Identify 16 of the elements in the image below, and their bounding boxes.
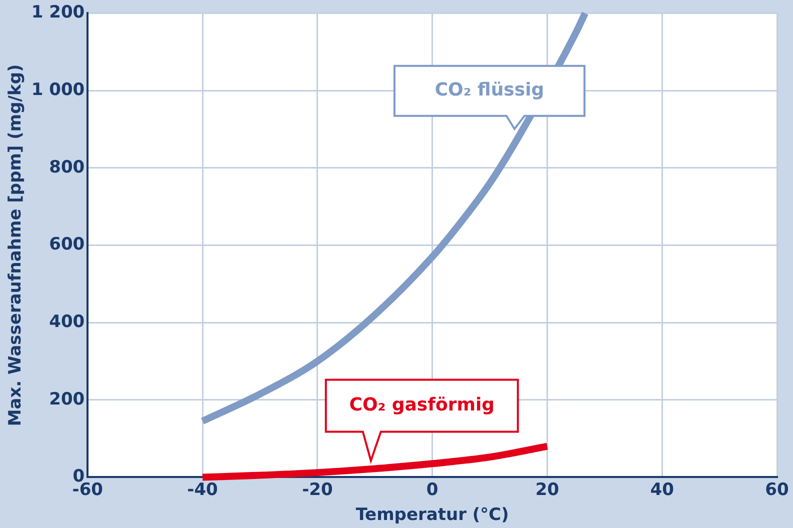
y-tick-label: 400 <box>49 312 85 332</box>
x-tick-label: 40 <box>650 480 674 500</box>
y-tick-label: 1 200 <box>31 2 85 23</box>
y-tick-label: 800 <box>49 157 85 178</box>
x-tick-label: 0 <box>426 480 438 500</box>
y-tick-label: 600 <box>49 234 85 255</box>
y-axis-title: Max. Wasseraufnahme [ppm] (mg/kg) <box>6 64 26 426</box>
x-tick-label: 20 <box>535 480 560 500</box>
x-tick-label: -20 <box>302 480 333 500</box>
y-tick-label: 200 <box>49 389 85 410</box>
text: CO₂ gasförmig <box>349 394 495 416</box>
x-tick-label: 60 <box>765 480 789 500</box>
x-axis-title: Temperatur (°C) <box>356 505 509 526</box>
series-label: CO₂ flüssig <box>434 80 544 101</box>
x-tick-label: -40 <box>187 480 218 500</box>
y-tick-label: 1 000 <box>31 80 85 100</box>
